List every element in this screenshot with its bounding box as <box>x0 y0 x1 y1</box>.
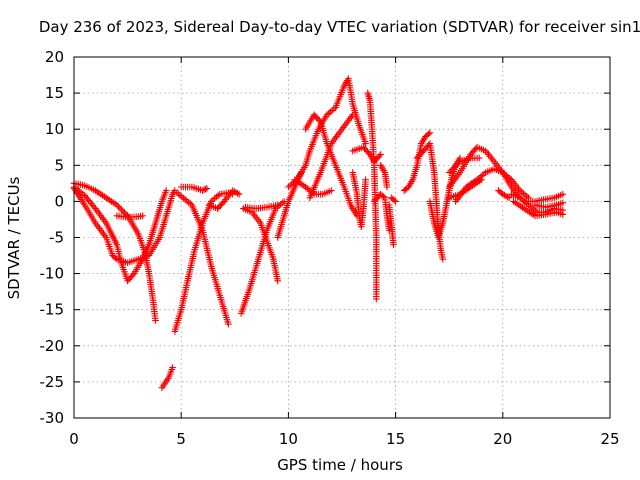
data-point <box>316 117 323 124</box>
y-axis-label: SDTVAR / TECUs <box>5 176 23 299</box>
y-tick-label: -30 <box>40 409 65 427</box>
chart-title: Day 236 of 2023, Sidereal Day-to-day VTE… <box>39 18 640 36</box>
data-point <box>234 190 241 197</box>
grid <box>74 57 610 418</box>
data-point <box>392 198 399 205</box>
data-points <box>70 75 567 391</box>
data-point <box>139 212 146 220</box>
data-point <box>235 190 243 198</box>
data-point <box>187 200 194 207</box>
data-point <box>202 185 209 193</box>
y-tick-label: 0 <box>54 192 64 210</box>
data-point <box>426 129 434 137</box>
data-point <box>475 154 483 162</box>
data-point <box>449 166 456 173</box>
x-tick-labels: 0 5 10 15 20 25 <box>69 430 619 448</box>
data-point <box>362 176 369 183</box>
data-point <box>115 203 122 210</box>
x-tick-label: 0 <box>69 430 79 448</box>
data-point <box>455 159 462 167</box>
y-tick-label: -10 <box>40 265 65 283</box>
data-point <box>199 187 206 194</box>
data-point <box>90 203 98 211</box>
data-point <box>390 241 397 248</box>
y-tick-label: 15 <box>45 84 64 102</box>
y-tick-label: -5 <box>49 229 64 247</box>
data-point <box>505 194 513 202</box>
data-point <box>225 320 232 328</box>
data-point <box>559 211 567 218</box>
data-point <box>390 196 398 204</box>
data-point <box>559 199 567 207</box>
axis-ticks <box>73 56 611 419</box>
data-point <box>380 193 387 200</box>
data-point <box>152 317 159 324</box>
data-point <box>453 161 461 169</box>
data-point <box>121 209 128 216</box>
data-point <box>274 277 281 285</box>
y-tick-label: -20 <box>40 337 65 355</box>
data-point <box>376 152 383 160</box>
y-tick-label: 10 <box>45 120 64 138</box>
x-tick-label: 10 <box>279 430 298 448</box>
data-point <box>203 185 211 192</box>
data-point <box>504 193 511 201</box>
y-tick-label: -25 <box>40 373 65 391</box>
y-tick-label: -15 <box>40 301 65 319</box>
data-point <box>162 187 170 194</box>
data-point <box>328 187 335 194</box>
data-point <box>439 255 447 263</box>
x-tick-label: 5 <box>176 430 186 448</box>
data-point <box>129 271 136 279</box>
data-point <box>349 111 356 119</box>
data-point <box>274 201 281 209</box>
data-point <box>452 163 459 170</box>
data-point <box>362 140 369 147</box>
x-tick-label: 25 <box>600 430 619 448</box>
data-point <box>447 167 454 175</box>
y-tick-label: 5 <box>54 156 64 174</box>
data-point <box>478 176 485 183</box>
y-tick-label: 20 <box>45 48 64 66</box>
data-point <box>373 295 380 303</box>
data-point <box>169 364 176 371</box>
y-tick-labels: -30 -25 -20 -15 -10 -5 0 5 10 15 20 <box>40 48 65 427</box>
x-tick-label: 20 <box>493 430 512 448</box>
x-tick-label: 15 <box>386 430 405 448</box>
data-point <box>118 206 125 213</box>
data-point <box>112 254 119 262</box>
x-axis-label: GPS time / hours <box>277 456 403 474</box>
data-point <box>116 204 124 212</box>
data-point <box>200 186 208 194</box>
data-point <box>377 151 384 158</box>
data-point <box>113 201 121 209</box>
data-point <box>450 164 458 172</box>
data-point <box>445 169 453 176</box>
data-point <box>383 183 391 191</box>
data-point <box>425 130 432 138</box>
data-point <box>559 190 567 198</box>
